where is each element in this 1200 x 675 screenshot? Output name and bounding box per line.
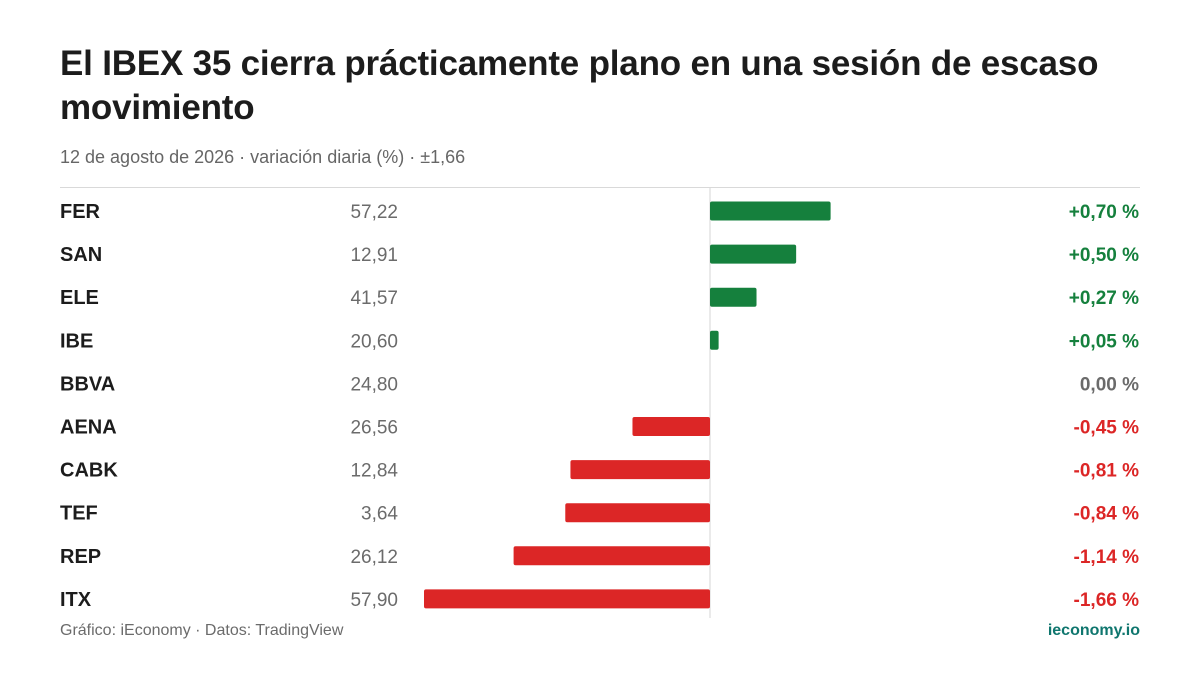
ticker-label: TEF	[60, 503, 98, 525]
chart-row: CABK 12,84 -0,81 %	[60, 460, 1139, 482]
change-label: +0,05 %	[1069, 331, 1139, 352]
change-label: -1,66 %	[1074, 590, 1140, 611]
ticker-label: ELE	[60, 287, 99, 309]
chart-row: AENA 26,56 -0,45 %	[60, 417, 1139, 439]
footer-brand-link[interactable]: ieconomy.io	[1047, 622, 1140, 639]
bar-san	[710, 244, 797, 264]
ticker-label: FER	[60, 201, 101, 223]
ticker-label: REP	[60, 546, 101, 568]
chart-row: ITX 57,90 -1,66 %	[60, 589, 1139, 611]
chart-row: SAN 12,91 +0,50 %	[60, 244, 1139, 266]
change-label: -0,84 %	[1074, 504, 1140, 525]
bar-rep	[513, 546, 710, 566]
chart-row: ELE 41,57 +0,27 %	[60, 287, 1139, 309]
ticker-label: IBE	[60, 330, 93, 352]
header-divider	[60, 187, 1140, 188]
price-label: 20,60	[350, 331, 398, 352]
price-label: 12,84	[350, 461, 398, 482]
chart-row: REP 26,12 -1,14 %	[60, 546, 1139, 568]
change-label: +0,50 %	[1069, 245, 1139, 266]
price-label: 26,12	[350, 547, 398, 568]
bar-itx	[424, 589, 710, 609]
price-label: 41,57	[350, 288, 398, 309]
change-label: +0,27 %	[1069, 288, 1139, 309]
price-label: 24,80	[350, 374, 398, 395]
footer-source: Gráfico: iEconomy · Datos: TradingView	[60, 622, 344, 639]
bar-aena	[632, 417, 710, 436]
ticker-label: ITX	[60, 589, 92, 611]
ticker-label: SAN	[60, 244, 102, 266]
chart-row: FER 57,22 +0,70 %	[60, 201, 1139, 223]
change-label: +0,70 %	[1069, 202, 1139, 223]
change-label: 0,00 %	[1080, 374, 1139, 395]
ticker-label: AENA	[60, 417, 117, 439]
chart-title: El IBEX 35 cierra prácticamente plano en…	[60, 44, 1099, 127]
price-label: 12,91	[350, 245, 398, 266]
price-label: 57,90	[350, 590, 398, 611]
bar-tef	[565, 503, 710, 523]
ticker-label: BBVA	[60, 373, 115, 395]
change-label: -0,45 %	[1074, 418, 1140, 439]
chart-rows: FER 57,22 +0,70 % SAN 12,91 +0,50 % ELE 41,57 +0…	[60, 201, 1139, 611]
chart-row: IBE 20,60 +0,05 %	[60, 330, 1139, 352]
chart-subtitle: 12 de agosto de 2026 · variación diaria …	[60, 147, 466, 167]
price-label: 3,64	[361, 504, 398, 525]
bar-cabk	[570, 460, 710, 480]
ticker-label: CABK	[60, 460, 118, 482]
bar-ele	[710, 287, 757, 307]
price-label: 57,22	[350, 202, 398, 223]
bar-fer	[710, 201, 831, 221]
chart-row: TEF 3,64 -0,84 %	[60, 503, 1139, 525]
change-label: -1,14 %	[1074, 547, 1140, 568]
change-label: -0,81 %	[1074, 461, 1140, 482]
chart-row: BBVA 24,80 0,00 %	[60, 373, 1139, 395]
bar-ibe	[710, 330, 719, 350]
price-label: 26,56	[350, 418, 398, 439]
